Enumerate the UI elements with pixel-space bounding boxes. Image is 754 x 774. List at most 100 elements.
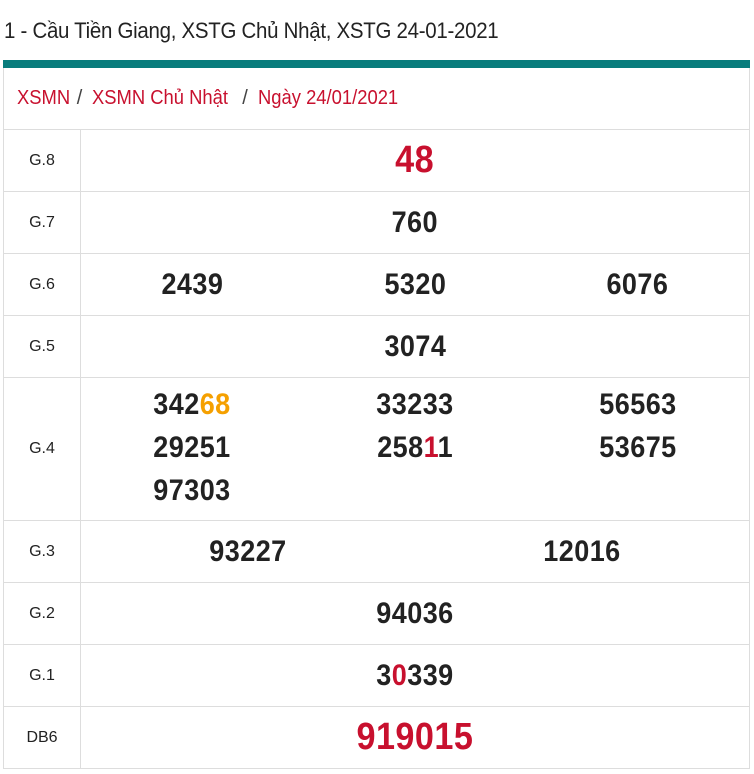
- prize-column: 6076: [526, 263, 749, 306]
- breadcrumb-xsmn[interactable]: XSMN: [17, 87, 71, 109]
- prize-number: 12016: [543, 530, 620, 573]
- prize-label: G.1: [4, 644, 81, 707]
- highlighted-digits: 68: [200, 388, 231, 421]
- prize-column: 919015: [81, 716, 749, 759]
- prize-number: 48: [396, 139, 435, 182]
- results-panel: XSMN / XSMN Chủ Nhật / Ngày 24/01/2021 G…: [3, 68, 750, 769]
- prize-values: 919015: [80, 706, 749, 769]
- prize-column: 93227: [81, 530, 415, 573]
- prize-values: 760: [80, 191, 749, 254]
- prize-label: G.6: [4, 253, 81, 316]
- prize-columns: 34268 29251 97303 33233 25811 56563 53675: [81, 378, 749, 520]
- prize-label: G.2: [4, 582, 81, 645]
- prize-number: 30339: [376, 654, 453, 697]
- number-digits: 258: [377, 431, 424, 464]
- prize-values: 2439 5320 6076: [80, 253, 749, 316]
- prize-number: 29251: [154, 426, 231, 469]
- prize-column: 2439: [81, 263, 304, 306]
- number-digits: 12016: [543, 535, 621, 568]
- number-digits: 3: [376, 659, 392, 692]
- prize-row-g7: G.7 760: [4, 191, 749, 254]
- number-digits: 33233: [376, 388, 454, 421]
- number-digits: 29251: [153, 431, 231, 464]
- prize-row-db6: DB6 919015: [4, 706, 749, 769]
- prize-column: 48: [81, 139, 749, 182]
- prize-column: 30339: [81, 654, 749, 697]
- prize-number: 56563: [599, 383, 676, 426]
- prize-number: 3074: [384, 325, 446, 368]
- prize-row-g1: G.1 30339: [4, 644, 749, 707]
- breadcrumb-xsmn-chu-nhat[interactable]: XSMN Chủ Nhật: [92, 87, 229, 109]
- prize-column: 5320: [304, 263, 527, 306]
- prize-column: 94036: [81, 592, 749, 635]
- prize-values: 3074: [80, 315, 749, 378]
- prize-row-g2: G.2 94036: [4, 582, 749, 645]
- prize-values: 93227 12016: [80, 520, 749, 583]
- prize-columns: 760: [81, 201, 749, 244]
- prize-label: G.4: [4, 377, 81, 521]
- number-digits: 342: [153, 388, 201, 421]
- prize-row-g4: G.4 34268 29251 97303 33233 25811 56563 53675: [4, 377, 749, 521]
- prize-column: 34268 29251 97303: [81, 378, 304, 520]
- prize-label: G.7: [4, 191, 81, 254]
- prize-number: 2439: [161, 263, 223, 306]
- prize-number: 919015: [357, 716, 474, 759]
- prize-number: 33233: [376, 383, 453, 426]
- prize-values: 48: [80, 130, 749, 192]
- prize-row-g5: G.5 3074: [4, 315, 749, 378]
- prize-columns: 48: [81, 139, 749, 182]
- prize-number: 34268: [154, 383, 231, 426]
- prize-number: 5320: [384, 263, 446, 306]
- prize-values: 30339: [80, 644, 749, 707]
- number-digits: 97303: [153, 474, 231, 507]
- prize-column: 12016: [415, 530, 749, 573]
- prize-number: 93227: [209, 530, 286, 573]
- prize-values: 94036: [80, 582, 749, 645]
- number-digits: 5320: [384, 268, 446, 301]
- number-digits: 53675: [599, 431, 677, 464]
- prize-row-g3: G.3 93227 12016: [4, 520, 749, 583]
- highlighted-digits: 0: [391, 659, 408, 692]
- prize-columns: 94036: [81, 592, 749, 635]
- page-title: 1 - Cầu Tiền Giang, XSTG Chủ Nhật, XSTG …: [4, 18, 499, 43]
- prize-label: DB6: [4, 706, 81, 769]
- highlighted-digits: 919015: [356, 716, 474, 758]
- prize-number: 53675: [599, 426, 676, 469]
- prize-values: 34268 29251 97303 33233 25811 56563 53675: [80, 377, 749, 521]
- number-digits: 339: [407, 659, 454, 692]
- number-digits: 760: [391, 206, 439, 239]
- highlighted-digits: 1: [423, 431, 438, 464]
- number-digits: 1: [437, 431, 453, 464]
- number-digits: 94036: [376, 597, 454, 630]
- prize-number: 94036: [376, 592, 453, 635]
- prize-label: G.3: [4, 520, 81, 583]
- prize-columns: 3074: [81, 325, 749, 368]
- results-table: G.8 48 G.7 760 G.6 2439 5320 6076 G.5 3074 G.4 3426…: [4, 130, 749, 769]
- prize-row-g6: G.6 2439 5320 6076: [4, 253, 749, 316]
- breadcrumb-date[interactable]: Ngày 24/01/2021: [257, 87, 398, 109]
- prize-number: 760: [392, 201, 438, 244]
- number-digits: 3074: [384, 330, 446, 363]
- prize-row-g8: G.8 48: [4, 130, 749, 192]
- number-digits: 6076: [606, 268, 669, 301]
- number-digits: 56563: [599, 388, 677, 421]
- number-digits: 93227: [209, 535, 287, 568]
- number-digits: 2439: [161, 268, 224, 301]
- prize-number: 25811: [377, 426, 453, 469]
- breadcrumb-separator: /: [242, 87, 248, 109]
- prize-column: 56563 53675: [526, 378, 749, 520]
- breadcrumb-separator: /: [76, 87, 83, 109]
- breadcrumb: XSMN / XSMN Chủ Nhật / Ngày 24/01/2021: [4, 68, 749, 130]
- prize-label: G.5: [4, 315, 81, 378]
- prize-columns: 93227 12016: [81, 530, 749, 573]
- prize-number: 6076: [607, 263, 669, 306]
- prize-column: 33233 25811: [304, 378, 527, 520]
- highlighted-digits: 48: [395, 139, 435, 181]
- accent-bar: [3, 60, 750, 68]
- prize-columns: 919015: [81, 716, 749, 759]
- prize-number: 97303: [154, 469, 231, 512]
- prize-label: G.8: [4, 130, 81, 192]
- prize-columns: 2439 5320 6076: [81, 263, 749, 306]
- prize-column: 3074: [81, 325, 749, 368]
- prize-columns: 30339: [81, 654, 749, 697]
